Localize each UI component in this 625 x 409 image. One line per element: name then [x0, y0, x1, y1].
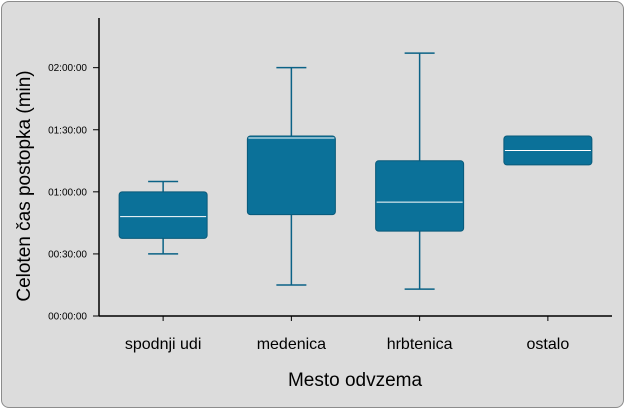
- y-tick-label: 00:30:00: [48, 249, 87, 260]
- box-ostalo: [503, 135, 593, 166]
- x-axis-title: Mesto odvzema: [288, 370, 423, 391]
- x-tick-label: spodnji udi: [125, 336, 202, 353]
- y-axis: 00:00:00 00:30:00 01:00:00 01:30:00 02:00:00: [48, 18, 100, 323]
- x-axis: spodnji udi medenica hrbtenica ostalo: [99, 315, 612, 353]
- box-spodnji-udi: [118, 180, 208, 255]
- box-body: [118, 191, 208, 239]
- box-body: [246, 135, 336, 216]
- box-body: [375, 160, 465, 232]
- box-medenica: [246, 66, 336, 286]
- y-tick-label: 00:00:00: [48, 312, 87, 323]
- box-hrbtenica: [375, 52, 465, 290]
- y-tick-label: 01:30:00: [48, 125, 87, 136]
- y-axis-title: Celoten čas postopka (min): [14, 70, 35, 301]
- y-tick-label: 02:00:00: [48, 63, 87, 74]
- box-series: [118, 52, 593, 290]
- x-tick-label: medenica: [257, 336, 326, 353]
- y-tick-label: 01:00:00: [48, 187, 87, 198]
- x-tick-label: ostalo: [527, 336, 570, 353]
- x-tick-label: hrbtenica: [387, 336, 453, 353]
